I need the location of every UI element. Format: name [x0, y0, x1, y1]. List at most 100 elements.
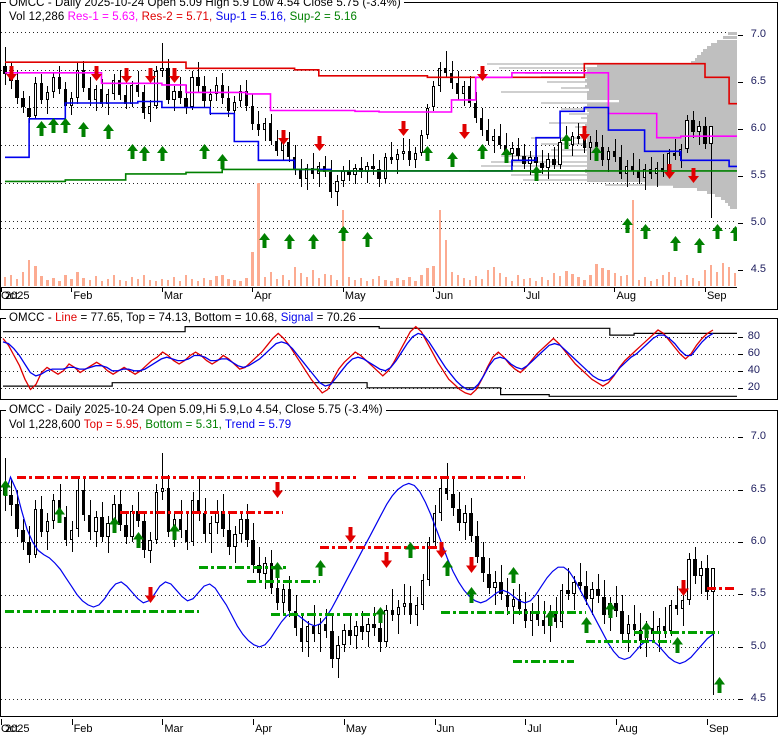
volume-profile-bar	[501, 154, 737, 157]
candle-body-down	[481, 556, 485, 574]
volume-profile-bar	[587, 93, 737, 98]
candle-body-up	[685, 119, 689, 149]
up-arrow-marker	[272, 562, 284, 578]
y-axis-tick	[738, 336, 743, 338]
res2-label: Res-2 = 5.71,	[141, 11, 213, 23]
candle-wick	[711, 131, 712, 218]
volume-profile-bar	[703, 48, 737, 52]
x-axis-tick	[253, 719, 254, 725]
candle-body-up	[401, 151, 405, 155]
down-arrow-marker	[272, 482, 284, 498]
grid-line	[1, 353, 737, 355]
volume-profile-bar	[541, 76, 737, 79]
candle-body-down	[486, 130, 490, 141]
volume-profile-bar	[585, 72, 737, 77]
candle-wick	[662, 154, 664, 177]
up-arrow-marker	[60, 118, 72, 133]
up-arrow-marker	[441, 560, 453, 576]
grid-line	[1, 183, 737, 184]
volume-profile-bar	[691, 60, 737, 64]
volume-bar	[432, 265, 435, 286]
volume-bar	[323, 273, 327, 286]
x-axis-label: May	[345, 723, 367, 735]
candle-body-up	[172, 90, 176, 100]
candle-body-up	[111, 80, 116, 94]
candle-body-down	[15, 504, 19, 530]
candle-body-down	[81, 69, 86, 88]
oscillator-panel[interactable]: OMCC - Line = 77.65, Top = 74.13, Bottom…	[0, 312, 778, 400]
candle-body-down	[467, 86, 472, 103]
up-arrow-marker	[621, 218, 633, 233]
volume-bar	[522, 279, 526, 286]
candle-body-down	[136, 84, 140, 93]
candle-body-down	[636, 170, 641, 179]
candle-body-down	[27, 542, 31, 555]
candle-body-up	[305, 167, 309, 180]
volume-profile-bar	[587, 127, 737, 131]
volume-bar	[378, 276, 381, 286]
volume-bar	[46, 280, 49, 286]
candle-body-down	[371, 166, 375, 170]
candle-body-down	[693, 558, 697, 576]
volume-bar	[329, 275, 333, 286]
candle-body-down	[408, 602, 413, 616]
trend-panel[interactable]: OMCC - Daily 2025-10-24 Open 5.09,Hi 5.9…	[0, 404, 778, 743]
candle-wick	[537, 594, 539, 626]
candle-body-down	[244, 90, 249, 106]
oscillator-signal-label: Signal	[280, 312, 314, 324]
trend-panel-legend-line2: Vol 1,228,600 Top = 5.95, Bottom = 5.31,…	[7, 419, 294, 431]
up-arrow-marker	[199, 144, 211, 159]
oscillator-plot-area[interactable]	[1, 324, 737, 398]
candle-body-down	[226, 98, 230, 112]
x-axis-label: Jul	[525, 290, 540, 302]
volume-profile-bar	[549, 121, 737, 124]
x-axis-tick	[525, 719, 526, 725]
down-arrow-marker	[120, 68, 132, 83]
candle-body-down	[124, 95, 128, 104]
y-axis-tick	[738, 699, 743, 701]
volume-bar	[287, 280, 290, 286]
volume-bar	[4, 277, 7, 286]
up-arrow-marker	[561, 134, 573, 149]
candle-wick	[404, 584, 406, 616]
x-axis-label: 2025	[5, 290, 30, 302]
y-axis-label: 5.5	[750, 587, 766, 600]
candle-body-up	[75, 69, 80, 99]
oscillator-values: = 77.65, Top = 74.13, Bottom = 10.68,	[77, 312, 281, 324]
volume-bar	[547, 280, 550, 286]
volume-bar	[179, 281, 182, 286]
resistance-level	[120, 511, 284, 515]
y-axis-tick	[738, 353, 743, 355]
y-axis-tick	[738, 542, 743, 544]
candle-wick	[713, 575, 714, 696]
candle-wick	[616, 586, 618, 618]
volume-bar	[372, 279, 375, 286]
candle-body-down	[100, 516, 104, 537]
volume-profile-bar	[587, 175, 737, 179]
candle-body-down	[444, 487, 449, 494]
volume-bar	[565, 270, 568, 286]
volume-profile-bar	[523, 178, 737, 181]
y-axis-label: 60	[747, 346, 760, 359]
candle-wick	[137, 71, 139, 97]
volume-bar	[335, 280, 339, 286]
trend-plot-area[interactable]	[1, 432, 737, 715]
candle-wick	[403, 137, 405, 161]
candle-body-down	[39, 83, 43, 100]
candle-wick	[362, 611, 363, 641]
y-axis-label: 20	[747, 380, 760, 393]
volume-bar	[704, 269, 707, 286]
down-arrow-marker	[6, 66, 18, 81]
up-arrow-marker	[465, 587, 477, 603]
up-arrow-marker	[54, 507, 66, 523]
support-level	[634, 630, 719, 634]
candle-wick	[567, 568, 569, 600]
price-panel[interactable]: OMCC - Daily 2025-10-24 Open 5.09 High 5…	[0, 0, 778, 310]
candle-wick	[632, 152, 634, 176]
oscillator-line-series	[2, 325, 714, 396]
volume-profile-bar	[587, 108, 737, 113]
volume-bar	[82, 278, 85, 286]
candle-wick	[258, 111, 260, 137]
candle-body-down	[329, 171, 333, 192]
price-plot-area[interactable]	[1, 26, 737, 286]
